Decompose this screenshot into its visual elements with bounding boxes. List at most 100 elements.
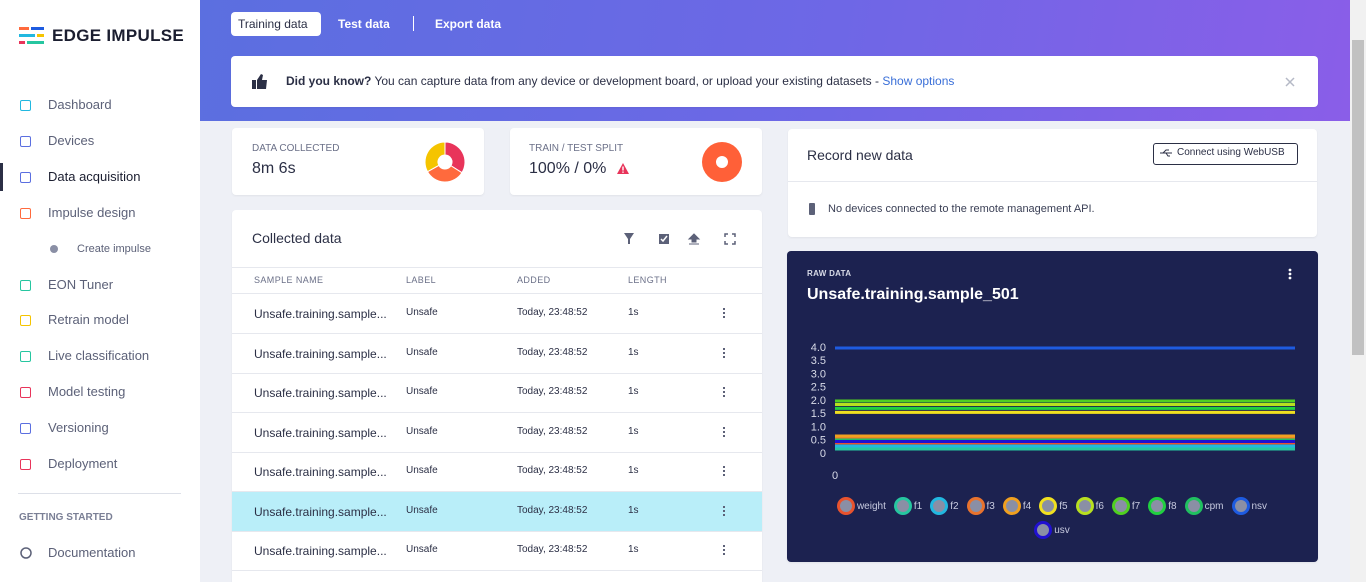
y-tick-label: 0.5	[811, 435, 826, 447]
nav-icon	[20, 208, 31, 219]
stat-label: TRAIN / TEST SPLIT	[529, 143, 624, 154]
nav-item[interactable]: Data acquisition	[48, 169, 141, 184]
nav-icon	[20, 136, 31, 147]
banner-body: You can capture data from any device or …	[374, 74, 883, 88]
banner: Did you know? You can capture data from …	[231, 56, 1318, 107]
table-cell: Today, 23:48:52	[517, 386, 588, 397]
legend-swatch	[836, 497, 855, 515]
stat-value: 100% / 0%	[529, 160, 607, 177]
legend-swatch	[1002, 497, 1021, 515]
legend-item[interactable]: cpm	[1184, 497, 1224, 515]
legend-item[interactable]: f7	[1111, 497, 1141, 515]
nav-item[interactable]: Deployment	[48, 456, 118, 471]
collected-card: Collected data SAMPLE NAME LABEL ADDED LENG…	[232, 210, 762, 582]
nav-icon	[20, 459, 31, 470]
nav-item[interactable]: Impulse design	[48, 205, 136, 220]
table-cell: Today, 23:48:52	[517, 425, 588, 437]
button[interactable]	[1153, 143, 1298, 165]
legend-swatch	[1148, 497, 1167, 515]
chip-icon	[809, 203, 815, 215]
nav-item[interactable]: Versioning	[48, 420, 109, 435]
legend-item[interactable]: f8	[1148, 497, 1177, 515]
table-cell: 1s	[628, 386, 639, 397]
card-title: Record new data	[807, 147, 913, 163]
nav-item[interactable]: Create impulse	[77, 243, 151, 255]
row-menu[interactable]	[723, 426, 727, 437]
donut-segment	[444, 141, 466, 174]
table-cell: Today, 23:48:52	[517, 544, 588, 555]
legend-item[interactable]: f3	[966, 497, 995, 515]
button-label[interactable]: Connect using WebUSB	[1177, 147, 1285, 158]
tab[interactable]: Export data	[435, 17, 502, 31]
table-row[interactable]	[232, 531, 762, 571]
banner-link[interactable]: Show options	[882, 74, 955, 88]
nav-item[interactable]: Documentation	[48, 545, 136, 560]
legend-label: f6	[1095, 500, 1104, 512]
legend-label: f7	[1131, 500, 1141, 512]
nav-icon	[20, 280, 31, 291]
nav-item[interactable]: Live classification	[48, 348, 150, 363]
tab[interactable]: Training data	[238, 17, 308, 31]
y-tick-label: 4.0	[811, 342, 826, 354]
row-menu[interactable]	[723, 387, 727, 397]
table-row[interactable]	[232, 294, 762, 334]
legend-item[interactable]: f6	[1075, 497, 1104, 515]
banner-lead: Did you know?	[286, 74, 372, 88]
divider	[232, 267, 762, 268]
legend-item[interactable]: f4	[1002, 497, 1032, 515]
table-cell: Unsafe.training.sample...	[254, 504, 387, 519]
nav-item[interactable]: EON Tuner	[48, 277, 114, 292]
table-cell: Unsafe.training.sample...	[254, 465, 387, 479]
table-row[interactable]	[232, 491, 762, 532]
scrollbar[interactable]	[1350, 0, 1366, 582]
legend-label: weight	[856, 500, 886, 512]
row-menu[interactable]	[723, 505, 727, 516]
table-cell: Unsafe.training.sample...	[254, 307, 387, 321]
legend-item[interactable]: f5	[1039, 497, 1068, 515]
y-tick-label: 1.0	[811, 421, 826, 433]
close-icon[interactable]	[1285, 77, 1295, 87]
tab[interactable]: Test data	[338, 17, 390, 31]
column-header: LENGTH	[628, 275, 667, 285]
nav-item[interactable]: Dashboard	[48, 97, 112, 112]
table-row[interactable]	[232, 334, 762, 374]
row-menu[interactable]	[723, 466, 727, 476]
banner-text: Did you know? You can capture data from …	[286, 74, 954, 88]
legend-swatch	[966, 497, 985, 515]
table-cell: Unsafe	[406, 386, 438, 397]
divider	[788, 181, 1317, 182]
legend-label: f5	[1059, 500, 1068, 512]
record-card: Record new data Connect using WebUSB No …	[788, 129, 1317, 237]
table-cell: 1s	[628, 425, 639, 437]
nav-icon	[20, 100, 31, 111]
nav-item[interactable]: Devices	[48, 133, 95, 148]
row-menu[interactable]	[723, 308, 727, 318]
raw-data-card: RAW DATA Unsafe.training.sample_501 0 0.5…	[787, 251, 1318, 562]
usb-icon	[1160, 149, 1172, 157]
legend-swatch	[930, 497, 949, 515]
row-menu[interactable]	[723, 347, 727, 358]
legend-label: f4	[1022, 500, 1032, 512]
table-cell: Unsafe	[406, 465, 438, 476]
table-cell: Today, 23:48:52	[517, 504, 588, 516]
table-cell: 1s	[628, 544, 639, 555]
divider	[18, 493, 181, 494]
nav-item[interactable]: Retrain model	[48, 312, 129, 327]
legend-item[interactable]: usv	[1034, 521, 1070, 539]
table-cell: 1s	[628, 307, 639, 318]
table-row[interactable]	[232, 413, 762, 453]
table-row[interactable]	[232, 373, 762, 413]
legend-item[interactable]: weight	[836, 497, 886, 515]
toolbar-icons[interactable]	[622, 232, 742, 246]
legend-item[interactable]: f2	[930, 497, 959, 515]
legend-item[interactable]: nsv	[1231, 497, 1267, 515]
table-cell: Unsafe.training.sample...	[254, 346, 387, 361]
table-cell: Today, 23:48:52	[517, 346, 588, 358]
y-tick-label: 3.5	[811, 355, 826, 367]
row-menu[interactable]	[723, 545, 727, 555]
nav-item[interactable]: Model testing	[48, 384, 126, 399]
nav-icon	[20, 351, 31, 362]
legend-item[interactable]: f1	[893, 497, 922, 515]
menu-icon[interactable]	[1287, 268, 1293, 280]
